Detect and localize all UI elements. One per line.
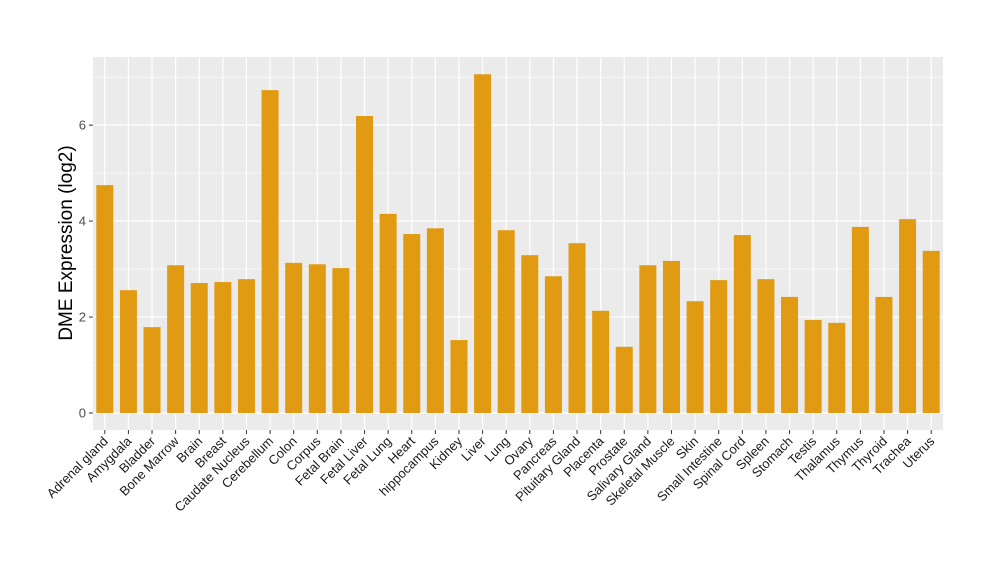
- bar-skeletal-muscle: [662, 260, 680, 414]
- y-tick-label: 4: [79, 214, 86, 229]
- bar-amygdala: [119, 290, 137, 414]
- plot-panel: [93, 57, 943, 430]
- bar-thymus: [851, 226, 869, 414]
- bar-prostate: [615, 346, 633, 414]
- bar-testis: [804, 319, 822, 414]
- y-tick-label: 2: [79, 310, 86, 325]
- bar-bladder: [143, 327, 161, 414]
- bar-breast: [214, 282, 232, 414]
- bar-salivary-gland: [639, 265, 657, 414]
- bar-fetal-lung: [379, 213, 397, 414]
- y-tick-label: 0: [79, 406, 86, 421]
- bar-spleen: [757, 279, 775, 414]
- bar-colon: [285, 262, 303, 414]
- bar-skin: [686, 301, 704, 414]
- bar-thalamus: [828, 322, 846, 414]
- bar-hippocampus: [426, 228, 444, 414]
- bar-liver: [474, 74, 492, 414]
- bar-uterus: [922, 250, 940, 414]
- bar-placenta: [592, 310, 610, 414]
- bars: [96, 74, 940, 414]
- bar-cerebellum: [261, 90, 279, 414]
- bar-adrenal-gland: [96, 185, 114, 414]
- y-tick-label: 6: [79, 118, 86, 133]
- y-axis-label: DME Expression (log2): [56, 145, 77, 340]
- bar-lung: [497, 230, 515, 414]
- bar-bone-marrow: [167, 265, 185, 414]
- bar-caudate-nucleus: [237, 279, 255, 414]
- bar-trachea: [899, 219, 917, 414]
- bar-small-intestine: [710, 280, 728, 414]
- bar-kidney: [450, 340, 468, 414]
- bar-corpus: [308, 264, 326, 414]
- bar-fetal-brain: [332, 268, 350, 414]
- bar-ovary: [521, 255, 539, 414]
- y-axis-ticks: 0 2 4 6: [79, 118, 93, 421]
- bar-heart: [403, 234, 421, 414]
- x-tick-label: Liver: [458, 433, 489, 464]
- bar-pituitary-gland: [568, 243, 586, 414]
- bar-fetal-liver: [356, 116, 374, 414]
- bar-brain: [190, 282, 208, 414]
- bar-stomach: [781, 296, 799, 414]
- bar-spinal-cord: [733, 235, 751, 414]
- bar-pancreas: [544, 276, 562, 414]
- bar-thyroid: [875, 296, 893, 414]
